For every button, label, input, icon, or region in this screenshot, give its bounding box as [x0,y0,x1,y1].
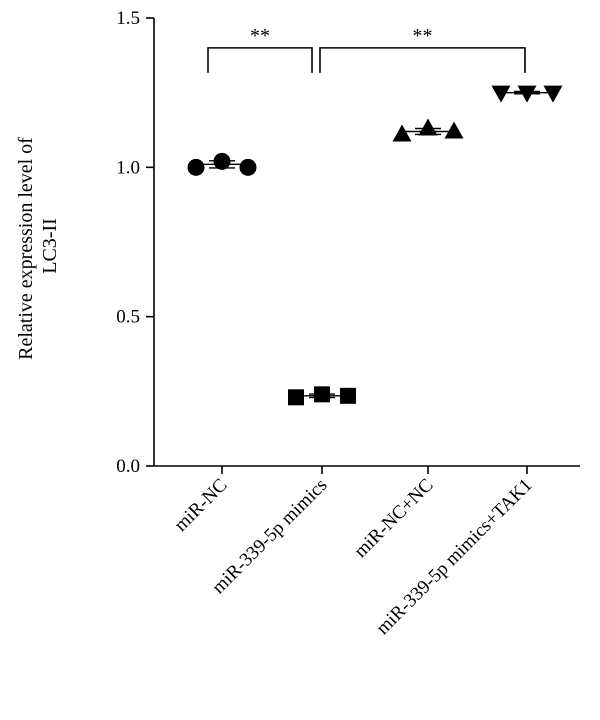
data-point-circle [213,152,231,170]
data-point-triangle-up [392,124,412,142]
y-tick-label: 0.5 [116,307,140,328]
data-point-triangle-down [543,85,563,103]
y-tick-label: 1.5 [116,8,140,29]
data-point-triangle-down [491,85,511,103]
significance-label: ** [413,25,433,47]
data-point-square [314,386,330,403]
y-axis-label-line-2: LC3-II [39,218,61,274]
y-tick-label: 0.0 [116,456,140,477]
data-points [187,85,563,406]
stat-bars [196,90,553,399]
x-category-label: miR-NC [170,475,231,536]
y-tick-label: 1.0 [116,157,140,178]
y-axis-label: Relative expression level of LC3-II [15,132,61,360]
data-point-triangle-up [444,121,464,139]
significance-bracket [207,47,313,73]
data-point-triangle-up [418,118,438,136]
x-category-label: miR-NC+NC [350,475,437,562]
data-point-circle [239,158,257,176]
data-point-triangle-down [517,85,537,103]
data-point-square [340,387,356,404]
y-axis-label-line-1: Relative expression level of [15,137,37,360]
significance-bracket [319,47,526,73]
significance-label: ** [250,25,270,47]
significance-brackets: ** ** [207,25,526,73]
data-point-circle [187,158,205,176]
y-ticks: 0.0 0.5 1.0 1.5 [116,8,154,477]
data-point-square [288,389,304,406]
